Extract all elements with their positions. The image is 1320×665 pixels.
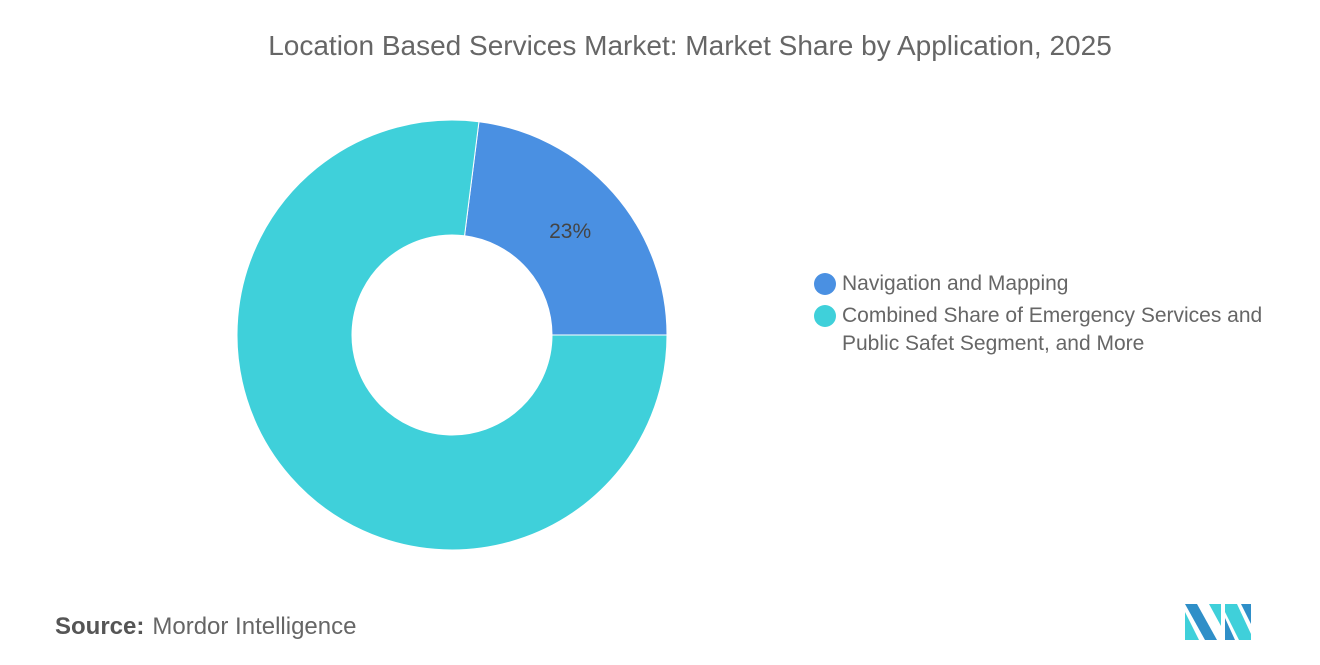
- legend-swatch: [814, 273, 836, 295]
- legend-label: Combined Share of Emergency Services and…: [842, 304, 1263, 355]
- legend: Navigation and Mapping Combined Share of…: [814, 270, 1302, 362]
- legend-swatch: [814, 305, 836, 327]
- data-label: 23%: [549, 220, 591, 243]
- legend-item[interactable]: Navigation and Mapping: [814, 270, 1302, 298]
- legend-item[interactable]: Combined Share of Emergency Services and…: [814, 302, 1302, 358]
- source-note: Source: Mordor Intelligence: [55, 613, 356, 641]
- source-value: Mordor Intelligence: [152, 613, 357, 640]
- mordor-logo: [1185, 604, 1251, 640]
- donut-slice[interactable]: [236, 119, 668, 551]
- legend-label: Navigation and Mapping: [842, 272, 1069, 295]
- donut-slice[interactable]: [463, 121, 668, 336]
- chart-title: Location Based Services Market: Market S…: [268, 30, 1112, 61]
- source-label: Source:: [55, 613, 145, 640]
